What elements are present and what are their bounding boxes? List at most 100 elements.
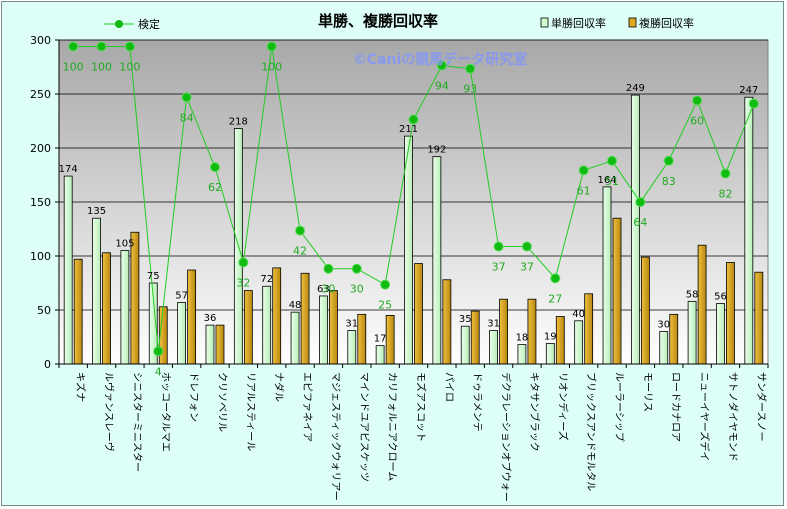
win-bar	[545, 343, 555, 365]
category-label: カリフォルニアクローム	[386, 372, 398, 481]
win-bar	[716, 303, 725, 365]
test-marker	[493, 241, 504, 252]
place-bar	[272, 267, 282, 365]
win-bar	[602, 186, 612, 365]
legend-place-swatch	[628, 17, 637, 28]
test-marker	[153, 346, 164, 357]
win-value-label: 63	[317, 284, 330, 295]
category-label: モズアスコット	[415, 372, 428, 442]
win-value-label: 40	[572, 309, 585, 320]
win-bar	[177, 302, 187, 365]
win-value-label: 218	[229, 117, 248, 128]
category-label: リアルスティール	[244, 372, 255, 451]
place-bar	[442, 279, 452, 365]
y-tick-label: 150	[30, 196, 51, 209]
test-value-label: 27	[548, 292, 562, 305]
test-value-label: 64	[633, 216, 647, 229]
win-value-label: 249	[626, 83, 645, 94]
place-bar	[357, 313, 367, 365]
legend-test-label: 検定	[138, 17, 160, 31]
test-marker	[436, 60, 447, 71]
win-value-label: 211	[399, 124, 418, 135]
place-bar	[612, 217, 622, 365]
place-bar	[300, 272, 310, 365]
category-label: マインドユアビスケッツ	[358, 372, 370, 482]
win-bar	[659, 331, 669, 365]
place-bar	[555, 316, 565, 365]
test-line	[68, 41, 759, 357]
category-label: ブリックスアンドモルタル	[585, 372, 598, 491]
win-bar	[574, 320, 584, 365]
win-bar	[63, 175, 73, 365]
place-bar	[130, 231, 140, 365]
win-bar	[489, 330, 498, 365]
legend-place-label: 複勝回収率	[639, 16, 694, 30]
y-tick-label: 50	[37, 304, 51, 317]
win-value-label: 36	[204, 313, 217, 324]
win-bar	[347, 330, 357, 365]
y-tick-label: 200	[30, 142, 51, 155]
category-label: ニューイヤーズデイ	[698, 372, 711, 461]
category-label: リオンディーズ	[556, 372, 569, 441]
win-bar	[744, 96, 754, 365]
category-label: クリソベリル	[216, 372, 228, 432]
test-marker	[465, 63, 476, 74]
win-value-label: 31	[345, 319, 358, 330]
win-value-label: 72	[260, 274, 273, 285]
y-tick-label: 100	[30, 250, 51, 263]
win-value-label: 31	[487, 319, 500, 330]
test-marker	[238, 257, 249, 268]
test-value-label: 93	[463, 83, 477, 96]
win-value-label: 17	[374, 334, 387, 345]
test-value-label: 100	[91, 60, 112, 73]
win-value-label: 105	[115, 239, 134, 250]
place-bar	[584, 293, 594, 365]
win-value-label: 135	[87, 206, 106, 217]
win-value-label: 35	[459, 314, 472, 325]
category-label: キタサンブラック	[528, 372, 541, 452]
y-tick-label: 0	[44, 358, 51, 371]
test-value-label: 94	[435, 80, 449, 93]
test-value-label: 25	[378, 299, 392, 312]
legend-win-swatch	[540, 17, 549, 28]
category-label: ロードカナロア	[670, 372, 682, 442]
data-labels: 174 135 105 75 57 36 218 72 48 63 31 17 211 192 35 31 18…	[59, 60, 759, 378]
place-bar	[187, 269, 197, 365]
place-bar	[73, 258, 83, 365]
test-value-label: 61	[577, 184, 591, 197]
place-bar	[470, 310, 480, 365]
place-bar	[499, 298, 508, 365]
test-value-label: 37	[492, 261, 506, 274]
win-bar	[687, 300, 697, 365]
category-label: サトノダイヤモンド	[726, 372, 739, 462]
win-bar	[205, 324, 215, 365]
test-value-label: 51	[605, 175, 619, 188]
place-bar	[669, 313, 679, 365]
watermark: ©Caniの競馬データ研究室	[353, 51, 528, 68]
win-value-label: 192	[427, 145, 446, 156]
test-marker	[692, 95, 703, 106]
category-label: ドレフォン	[188, 372, 199, 422]
win-bar	[517, 344, 527, 365]
category-label: パイロ	[443, 372, 455, 402]
win-bar	[375, 345, 385, 365]
place-bar	[243, 290, 253, 365]
y-tick-label: 250	[30, 88, 51, 101]
test-marker	[550, 273, 561, 284]
axes: 0 50 100 150 200 250 300 キズナ ルヴァンスレーヴ シニスターミニスター ホ…	[30, 34, 769, 502]
test-value-label: 84	[180, 111, 194, 124]
win-value-label: 56	[714, 292, 727, 303]
test-value-label: 62	[208, 181, 222, 194]
test-marker	[748, 98, 759, 109]
category-label: ナダル	[273, 372, 286, 402]
win-value-label: 58	[686, 289, 699, 300]
legend: 検定 単勝回収率 複勝回収率	[104, 16, 694, 31]
place-bar	[697, 244, 707, 365]
win-bar	[120, 250, 130, 365]
place-bar	[754, 271, 764, 365]
win-bar	[404, 135, 413, 365]
test-value-label: 100	[119, 60, 140, 73]
test-marker	[266, 41, 277, 52]
